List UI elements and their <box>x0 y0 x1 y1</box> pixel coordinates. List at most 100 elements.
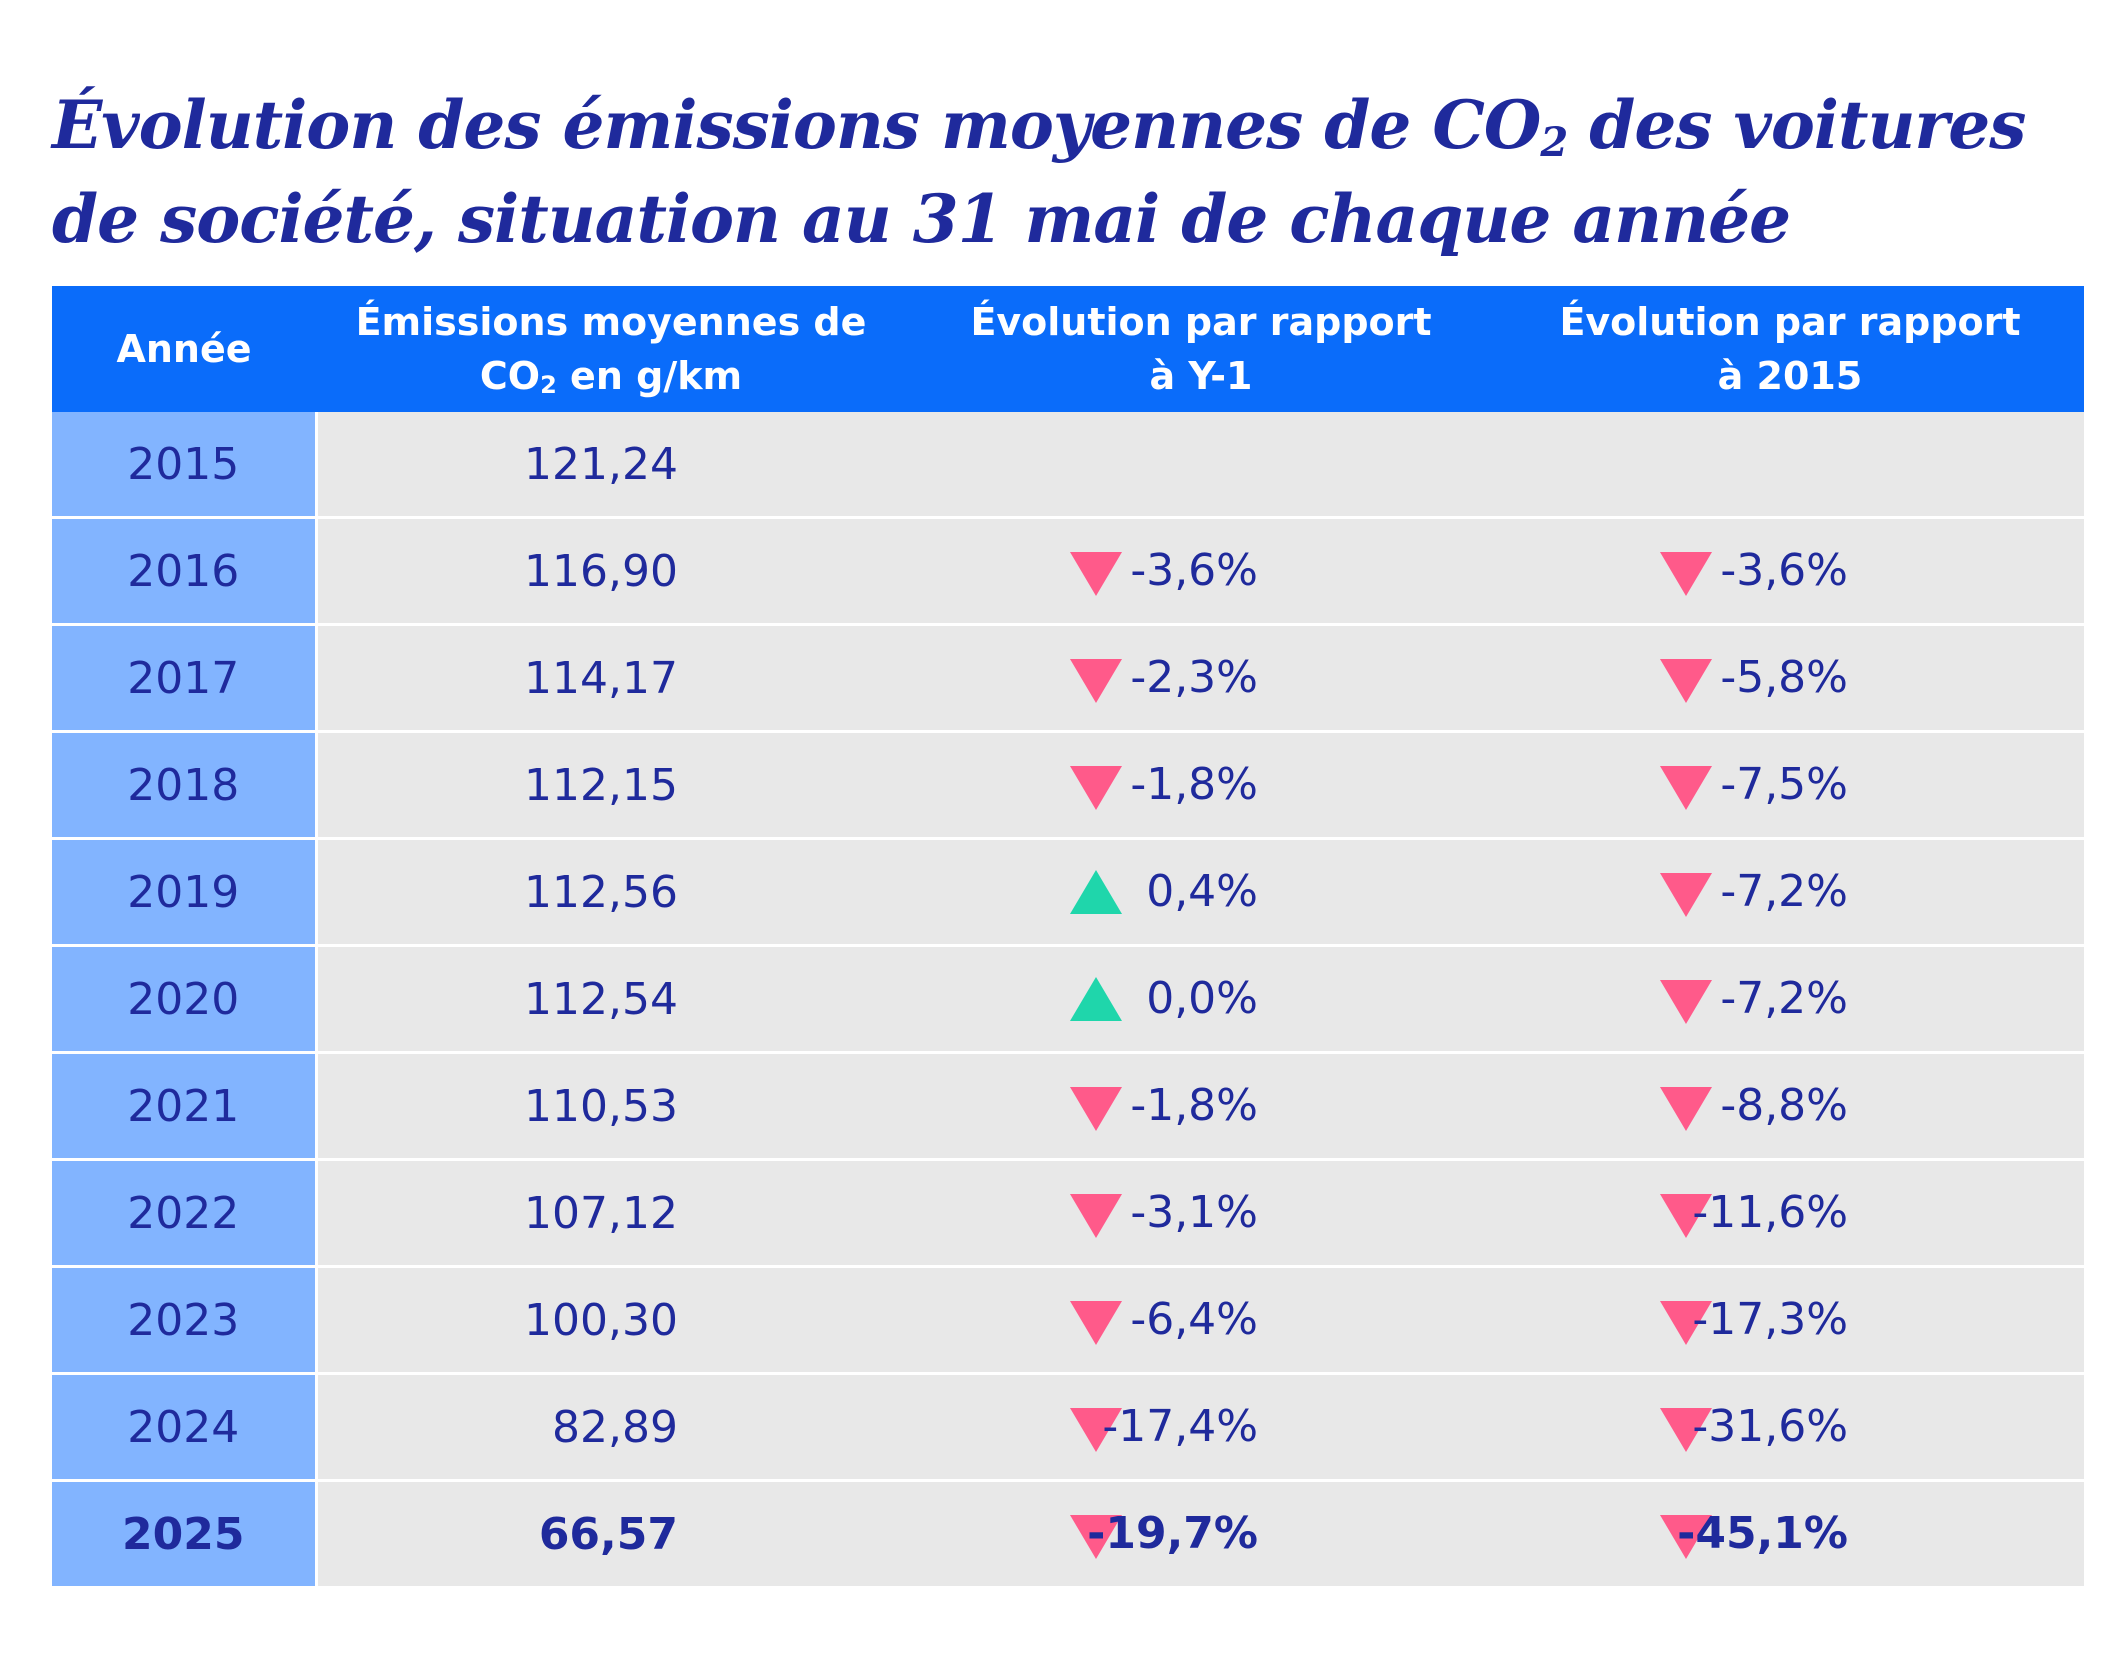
vs-previous-percent: -3,6% <box>1130 545 1258 596</box>
vs-2015-percent: -5,8% <box>1720 652 1848 703</box>
emissions-value-cell: 100,30 <box>316 1266 906 1375</box>
vs-previous-cell: -1,8% <box>906 731 1496 840</box>
header-emissions-unit: en g/km <box>556 354 743 398</box>
table-row: 2018 112,15 -1,8% -7,5% <box>52 731 2084 840</box>
vs-2015-cell: -7,2% <box>1496 838 2084 947</box>
vs-2015-percent: -17,3% <box>1692 1294 1848 1345</box>
header-vs-2015: Évolution par rapport à 2015 <box>1496 286 2084 412</box>
header-emissions-co: CO <box>479 354 541 398</box>
table-body: 2015 121,24 2016 116,90 -3,6% -3,6% 2017 114,17… <box>52 412 2084 1586</box>
year-cell: 2025 <box>52 1480 318 1586</box>
vs-previous-percent: -1,8% <box>1130 759 1258 810</box>
table-row: 2021 110,53 -1,8% -8,8% <box>52 1052 2084 1161</box>
header-vs-previous-line2: à Y-1 <box>1149 354 1253 398</box>
table-row: 2025 66,57 -19,7% -45,1% <box>52 1480 2084 1586</box>
vs-2015-cell: -17,3% <box>1496 1266 2084 1375</box>
title-subscript: 2 <box>1540 119 1568 166</box>
vs-previous-percent: -19,7% <box>1087 1508 1258 1559</box>
vs-2015-cell: -7,5% <box>1496 731 2084 840</box>
down-triangle-icon <box>1660 659 1712 703</box>
emissions-value-cell: 116,90 <box>316 517 906 626</box>
emissions-value-cell: 121,24 <box>316 412 906 519</box>
year-cell: 2024 <box>52 1373 318 1482</box>
vs-2015-cell: -8,8% <box>1496 1052 2084 1161</box>
chart-title: Évolution des émissions moyennes de CO2 … <box>52 78 2082 266</box>
emissions-table: Année Émissions moyennes de CO2 en g/km … <box>52 286 2084 1586</box>
vs-previous-percent: -17,4% <box>1102 1401 1258 1452</box>
table-row: 2023 100,30 -6,4% -17,3% <box>52 1266 2084 1375</box>
down-triangle-icon <box>1070 659 1122 703</box>
down-triangle-icon <box>1660 873 1712 917</box>
vs-previous-cell: -17,4% <box>906 1373 1496 1482</box>
table-row: 2015 121,24 <box>52 412 2084 519</box>
header-vs-2015-line1: Évolution par rapport <box>1559 300 2021 344</box>
vs-2015-percent: -3,6% <box>1720 545 1848 596</box>
vs-2015-cell <box>1496 412 2084 519</box>
down-triangle-icon <box>1070 1194 1122 1238</box>
vs-2015-cell: -31,6% <box>1496 1373 2084 1482</box>
header-emissions-line1: Émissions moyennes de <box>355 300 867 344</box>
table-row: 2024 82,89 -17,4% -31,6% <box>52 1373 2084 1482</box>
year-cell: 2021 <box>52 1052 318 1161</box>
vs-2015-percent: -31,6% <box>1692 1401 1848 1452</box>
vs-previous-percent: -2,3% <box>1130 652 1258 703</box>
vs-2015-percent: -7,2% <box>1720 866 1848 917</box>
vs-previous-percent: 0,0% <box>1146 973 1258 1024</box>
vs-2015-percent: -11,6% <box>1692 1187 1848 1238</box>
year-cell: 2015 <box>52 412 318 519</box>
year-cell: 2017 <box>52 624 318 733</box>
down-triangle-icon <box>1660 980 1712 1024</box>
vs-2015-cell: -11,6% <box>1496 1159 2084 1268</box>
vs-previous-cell: 0,0% <box>906 945 1496 1054</box>
down-triangle-icon <box>1070 1408 1122 1452</box>
down-triangle-icon <box>1660 1194 1712 1238</box>
table-header: Année Émissions moyennes de CO2 en g/km … <box>52 286 2084 412</box>
title-line1-post: des voitures <box>1567 86 2026 164</box>
down-triangle-icon <box>1660 552 1712 596</box>
emissions-value-cell: 112,15 <box>316 731 906 840</box>
down-triangle-icon <box>1070 1515 1122 1559</box>
header-vs-2015-line2: à 2015 <box>1717 354 1863 398</box>
header-year: Année <box>52 286 316 412</box>
year-cell: 2018 <box>52 731 318 840</box>
vs-previous-percent: -1,8% <box>1130 1080 1258 1131</box>
title-line2: de société, situation au 31 mai de chaqu… <box>52 180 1791 258</box>
vs-2015-cell: -7,2% <box>1496 945 2084 1054</box>
vs-previous-cell: -19,7% <box>906 1480 1496 1586</box>
vs-previous-cell: -6,4% <box>906 1266 1496 1375</box>
emissions-value-cell: 112,56 <box>316 838 906 947</box>
emissions-value-cell: 66,57 <box>316 1480 906 1586</box>
down-triangle-icon <box>1660 1408 1712 1452</box>
up-triangle-icon <box>1070 977 1122 1021</box>
vs-previous-cell: -3,1% <box>906 1159 1496 1268</box>
down-triangle-icon <box>1070 1087 1122 1131</box>
vs-previous-percent: 0,4% <box>1146 866 1258 917</box>
header-emissions: Émissions moyennes de CO2 en g/km <box>316 286 906 412</box>
emissions-value-cell: 82,89 <box>316 1373 906 1482</box>
header-emissions-sub: 2 <box>540 371 557 399</box>
year-cell: 2019 <box>52 838 318 947</box>
vs-2015-cell: -5,8% <box>1496 624 2084 733</box>
year-cell: 2023 <box>52 1266 318 1375</box>
vs-2015-cell: -45,1% <box>1496 1480 2084 1586</box>
table-row: 2017 114,17 -2,3% -5,8% <box>52 624 2084 733</box>
year-cell: 2022 <box>52 1159 318 1268</box>
vs-previous-cell <box>906 412 1496 519</box>
down-triangle-icon <box>1070 766 1122 810</box>
emissions-value-cell: 112,54 <box>316 945 906 1054</box>
down-triangle-icon <box>1070 552 1122 596</box>
table-row: 2020 112,54 0,0% -7,2% <box>52 945 2084 1054</box>
vs-previous-cell: 0,4% <box>906 838 1496 947</box>
down-triangle-icon <box>1660 766 1712 810</box>
title-line1-pre: Évolution des émissions moyennes de CO <box>52 86 1541 164</box>
vs-previous-percent: -6,4% <box>1130 1294 1258 1345</box>
down-triangle-icon <box>1660 1087 1712 1131</box>
vs-previous-cell: -3,6% <box>906 517 1496 626</box>
vs-2015-percent: -8,8% <box>1720 1080 1848 1131</box>
down-triangle-icon <box>1070 1301 1122 1345</box>
year-cell: 2016 <box>52 517 318 626</box>
table-row: 2022 107,12 -3,1% -11,6% <box>52 1159 2084 1268</box>
emissions-value-cell: 107,12 <box>316 1159 906 1268</box>
vs-2015-percent: -45,1% <box>1677 1508 1848 1559</box>
header-vs-previous-line1: Évolution par rapport <box>970 300 1432 344</box>
